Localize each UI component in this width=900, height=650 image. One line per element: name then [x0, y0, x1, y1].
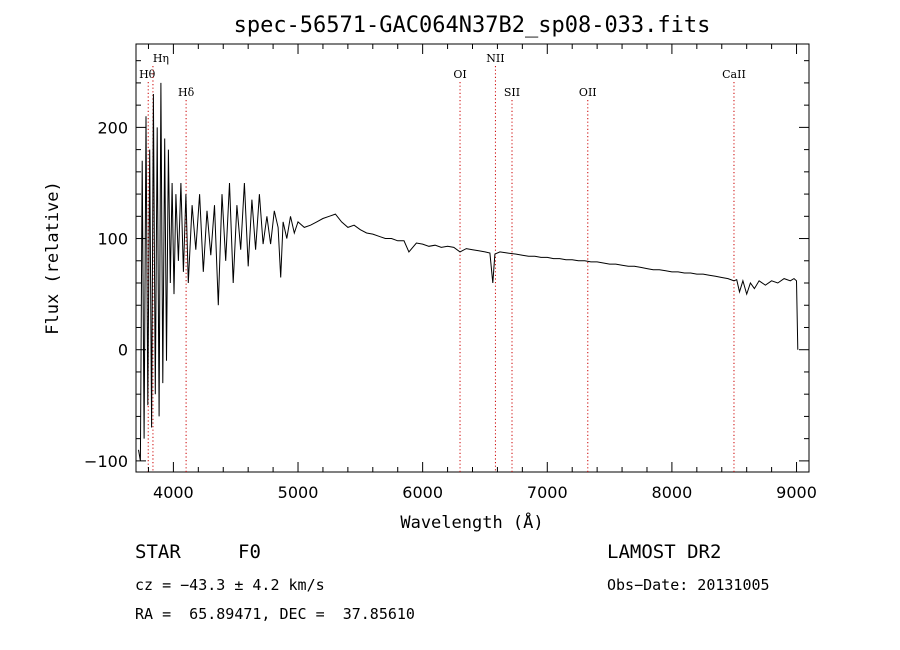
- spectral-line-label: OI: [453, 68, 466, 81]
- spectrum-line: [138, 82, 799, 461]
- y-axis-label: Flux (relative): [43, 181, 63, 335]
- object-subclass: F0: [238, 541, 261, 563]
- plot-frame: [135, 43, 810, 473]
- survey-name: LAMOST DR2: [607, 541, 722, 563]
- sky-coordinates: RA = 65.89471, DEC = 37.85610: [135, 605, 415, 623]
- observation-date: Obs−Date: 20131005: [607, 576, 770, 594]
- y-tick-label: −100: [84, 452, 128, 471]
- object-type: STAR: [135, 541, 181, 563]
- chart-title: spec-56571-GAC064N37B2_sp08-033.fits: [234, 13, 711, 38]
- spectral-line-label: CaII: [722, 68, 746, 81]
- spectral-line-label: OII: [579, 86, 597, 99]
- x-axis-ticks: 4000 5000 6000 7000 8000 9000: [147, 44, 817, 502]
- x-tick-label: 5000: [278, 483, 319, 502]
- spectral-line-label: Hθ: [139, 68, 156, 81]
- y-tick-label: 200: [97, 118, 128, 137]
- spectral-line-label: NII: [486, 52, 504, 65]
- x-tick-label: 9000: [776, 483, 817, 502]
- y-axis-ticks: −100 0 100 200: [84, 60, 809, 471]
- x-axis-label: Wavelength (Å): [400, 511, 543, 533]
- spectral-line-label: SII: [504, 86, 520, 99]
- y-tick-label: 100: [97, 230, 128, 249]
- spectral-line-markers: Hθ Hη Hδ OI NII SII OII CaII: [139, 52, 746, 472]
- x-tick-label: 8000: [652, 483, 693, 502]
- x-tick-label: 7000: [527, 483, 568, 502]
- redshift-velocity: cz = −43.3 ± 4.2 km/s: [135, 576, 325, 594]
- spectral-line-label: Hδ: [178, 86, 195, 99]
- x-tick-label: 6000: [402, 483, 443, 502]
- spectral-line-label: Hη: [153, 52, 169, 65]
- x-tick-label: 4000: [153, 483, 194, 502]
- y-tick-label: 0: [118, 341, 128, 360]
